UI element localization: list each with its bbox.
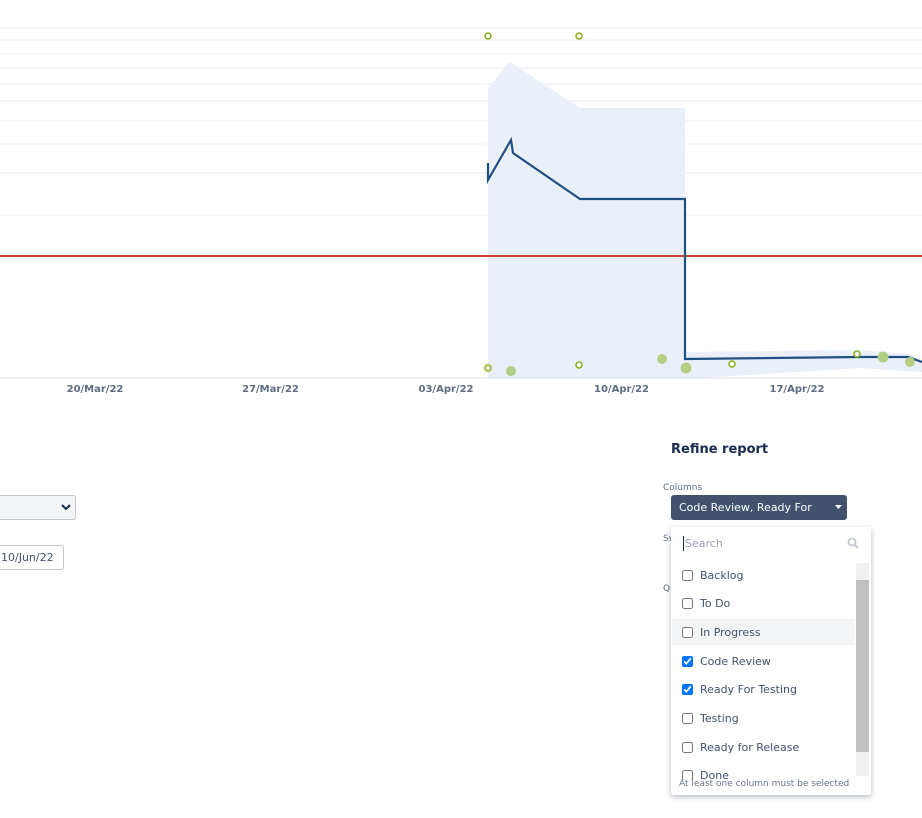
option-label: Backlog [700,568,744,582]
x-tick-label: 17/Apr/22 [770,384,825,395]
x-tick-label: 20/Mar/22 [67,384,124,395]
x-tick-label: 10/Apr/22 [594,384,649,395]
checkbox[interactable] [682,598,693,610]
options-viewport: Backlog To Do In Progress Code Review Ready … [671,562,871,780]
column-option[interactable]: Ready For Testing [672,677,855,703]
column-option[interactable]: Backlog [672,562,855,588]
option-label: Testing [700,712,739,725]
columns-label: Columns [663,483,703,493]
label-stub: Q [663,584,671,594]
select[interactable] [0,495,76,520]
option-label: Ready For Testing [700,683,798,697]
label-stub: Sw [663,534,677,544]
control-chart: 20/Mar/22 27/Mar/22 03/Apr/22 10/Apr/22 17/A… [0,27,922,395]
column-option[interactable]: In Progress [672,619,855,646]
checkbox[interactable] [682,770,693,780]
checkbox[interactable] [682,655,693,667]
deviation-area [488,62,922,378]
refine-title: Refine report [671,442,769,457]
option-label: To Do [700,597,731,611]
column-option[interactable]: Testing [672,706,855,732]
checkbox[interactable] [682,741,693,753]
clusters [506,351,915,376]
column-option[interactable]: Done [672,763,855,780]
checkbox[interactable] [682,713,693,724]
search-icon [847,537,859,549]
checkbox[interactable] [682,684,693,696]
caret [835,505,842,509]
hint: At least one column must be selected [679,779,850,789]
search-input[interactable]: Search [683,536,723,551]
grid [0,27,922,216]
option-label: Code Review [700,654,771,668]
columns-button[interactable]: Code Review, Ready For Testi... [671,495,847,539]
x-tick-label: 27/Mar/22 [242,384,299,395]
column-option[interactable]: Ready for Release [672,734,855,760]
x-labels: 20/Mar/22 27/Mar/22 03/Apr/22 10/Apr/22 17/A… [67,384,825,395]
option-label: Ready for Release [700,740,800,754]
column-option[interactable]: Code Review [672,648,855,674]
scrollbar [856,563,869,776]
chevron [61,504,71,511]
issues [484,32,861,372]
checkbox[interactable] [682,626,693,638]
option-label: Done [700,769,729,780]
checkbox[interactable] [682,569,693,581]
scroll-thumb[interactable] [856,580,869,752]
column-option[interactable]: To Do [672,591,855,617]
columns-popup [671,527,871,795]
date-input[interactable]: 10/Jun/22 [0,545,64,570]
x-tick-label: 03/Apr/22 [419,384,474,395]
option-label: In Progress [700,625,761,639]
